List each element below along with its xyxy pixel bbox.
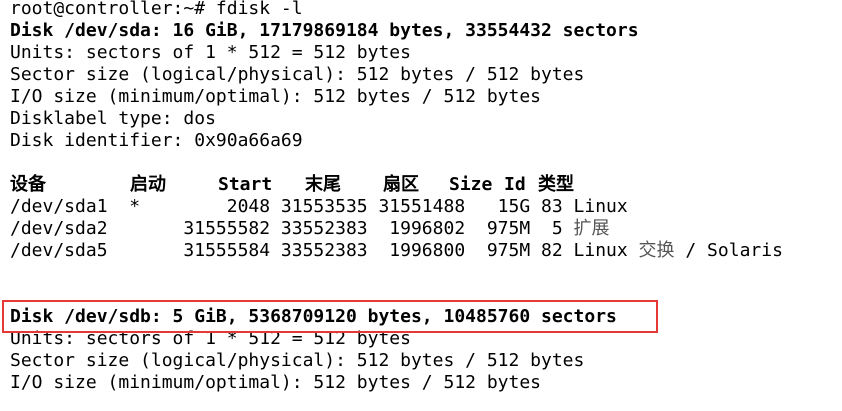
sdb-highlight-box — [2, 300, 658, 333]
sdb-sector-size: Sector size (logical/physical): 512 byte… — [10, 350, 585, 371]
sda-sector-size: Sector size (logical/physical): 512 byte… — [10, 64, 585, 85]
partition-table-header: 设备 启动 Start 末尾 扇区 Size Id 类型 — [10, 174, 783, 196]
sda-io-size: I/O size (minimum/optimal): 512 bytes / … — [10, 86, 542, 107]
header-type: 类型 — [538, 174, 574, 195]
sda-label-type: Disklabel type: dos — [10, 108, 216, 129]
blank-line — [10, 152, 783, 174]
header-start: Start — [218, 174, 273, 195]
sdb-units: Units: sectors of 1 * 512 = 512 bytes — [10, 328, 411, 349]
sda-units: Units: sectors of 1 * 512 = 512 bytes — [10, 42, 411, 63]
header-sectors: 扇区 — [383, 174, 419, 195]
blank-line — [10, 262, 783, 284]
header-id: Id — [504, 174, 526, 195]
sda-identifier: Disk identifier: 0x90a66a69 — [10, 130, 303, 151]
partition-row-sda1: /dev/sda1 * 2048 31553535 31551488 15G 8… — [10, 196, 628, 217]
header-device: 设备 — [10, 174, 46, 195]
sda-title: Disk /dev/sda: 16 GiB, 17179869184 bytes… — [10, 20, 639, 41]
header-end: 末尾 — [305, 174, 341, 195]
sdb-title: Disk /dev/sdb: 5 GiB, 5368709120 bytes, … — [10, 306, 617, 327]
header-size: Size — [449, 174, 493, 195]
sdb-io-size: I/O size (minimum/optimal): 512 bytes / … — [10, 372, 542, 393]
terminal-output: root@controller:~# fdisk -l Disk /dev/sd… — [10, 0, 783, 394]
partition-row-sda5: /dev/sda5 31555584 33552383 1996800 975M… — [10, 240, 783, 261]
header-boot: 启动 — [130, 174, 166, 195]
command-line: root@controller:~# fdisk -l — [10, 0, 303, 19]
partition-row-sda2: /dev/sda2 31555582 33552383 1996802 975M… — [10, 218, 610, 239]
